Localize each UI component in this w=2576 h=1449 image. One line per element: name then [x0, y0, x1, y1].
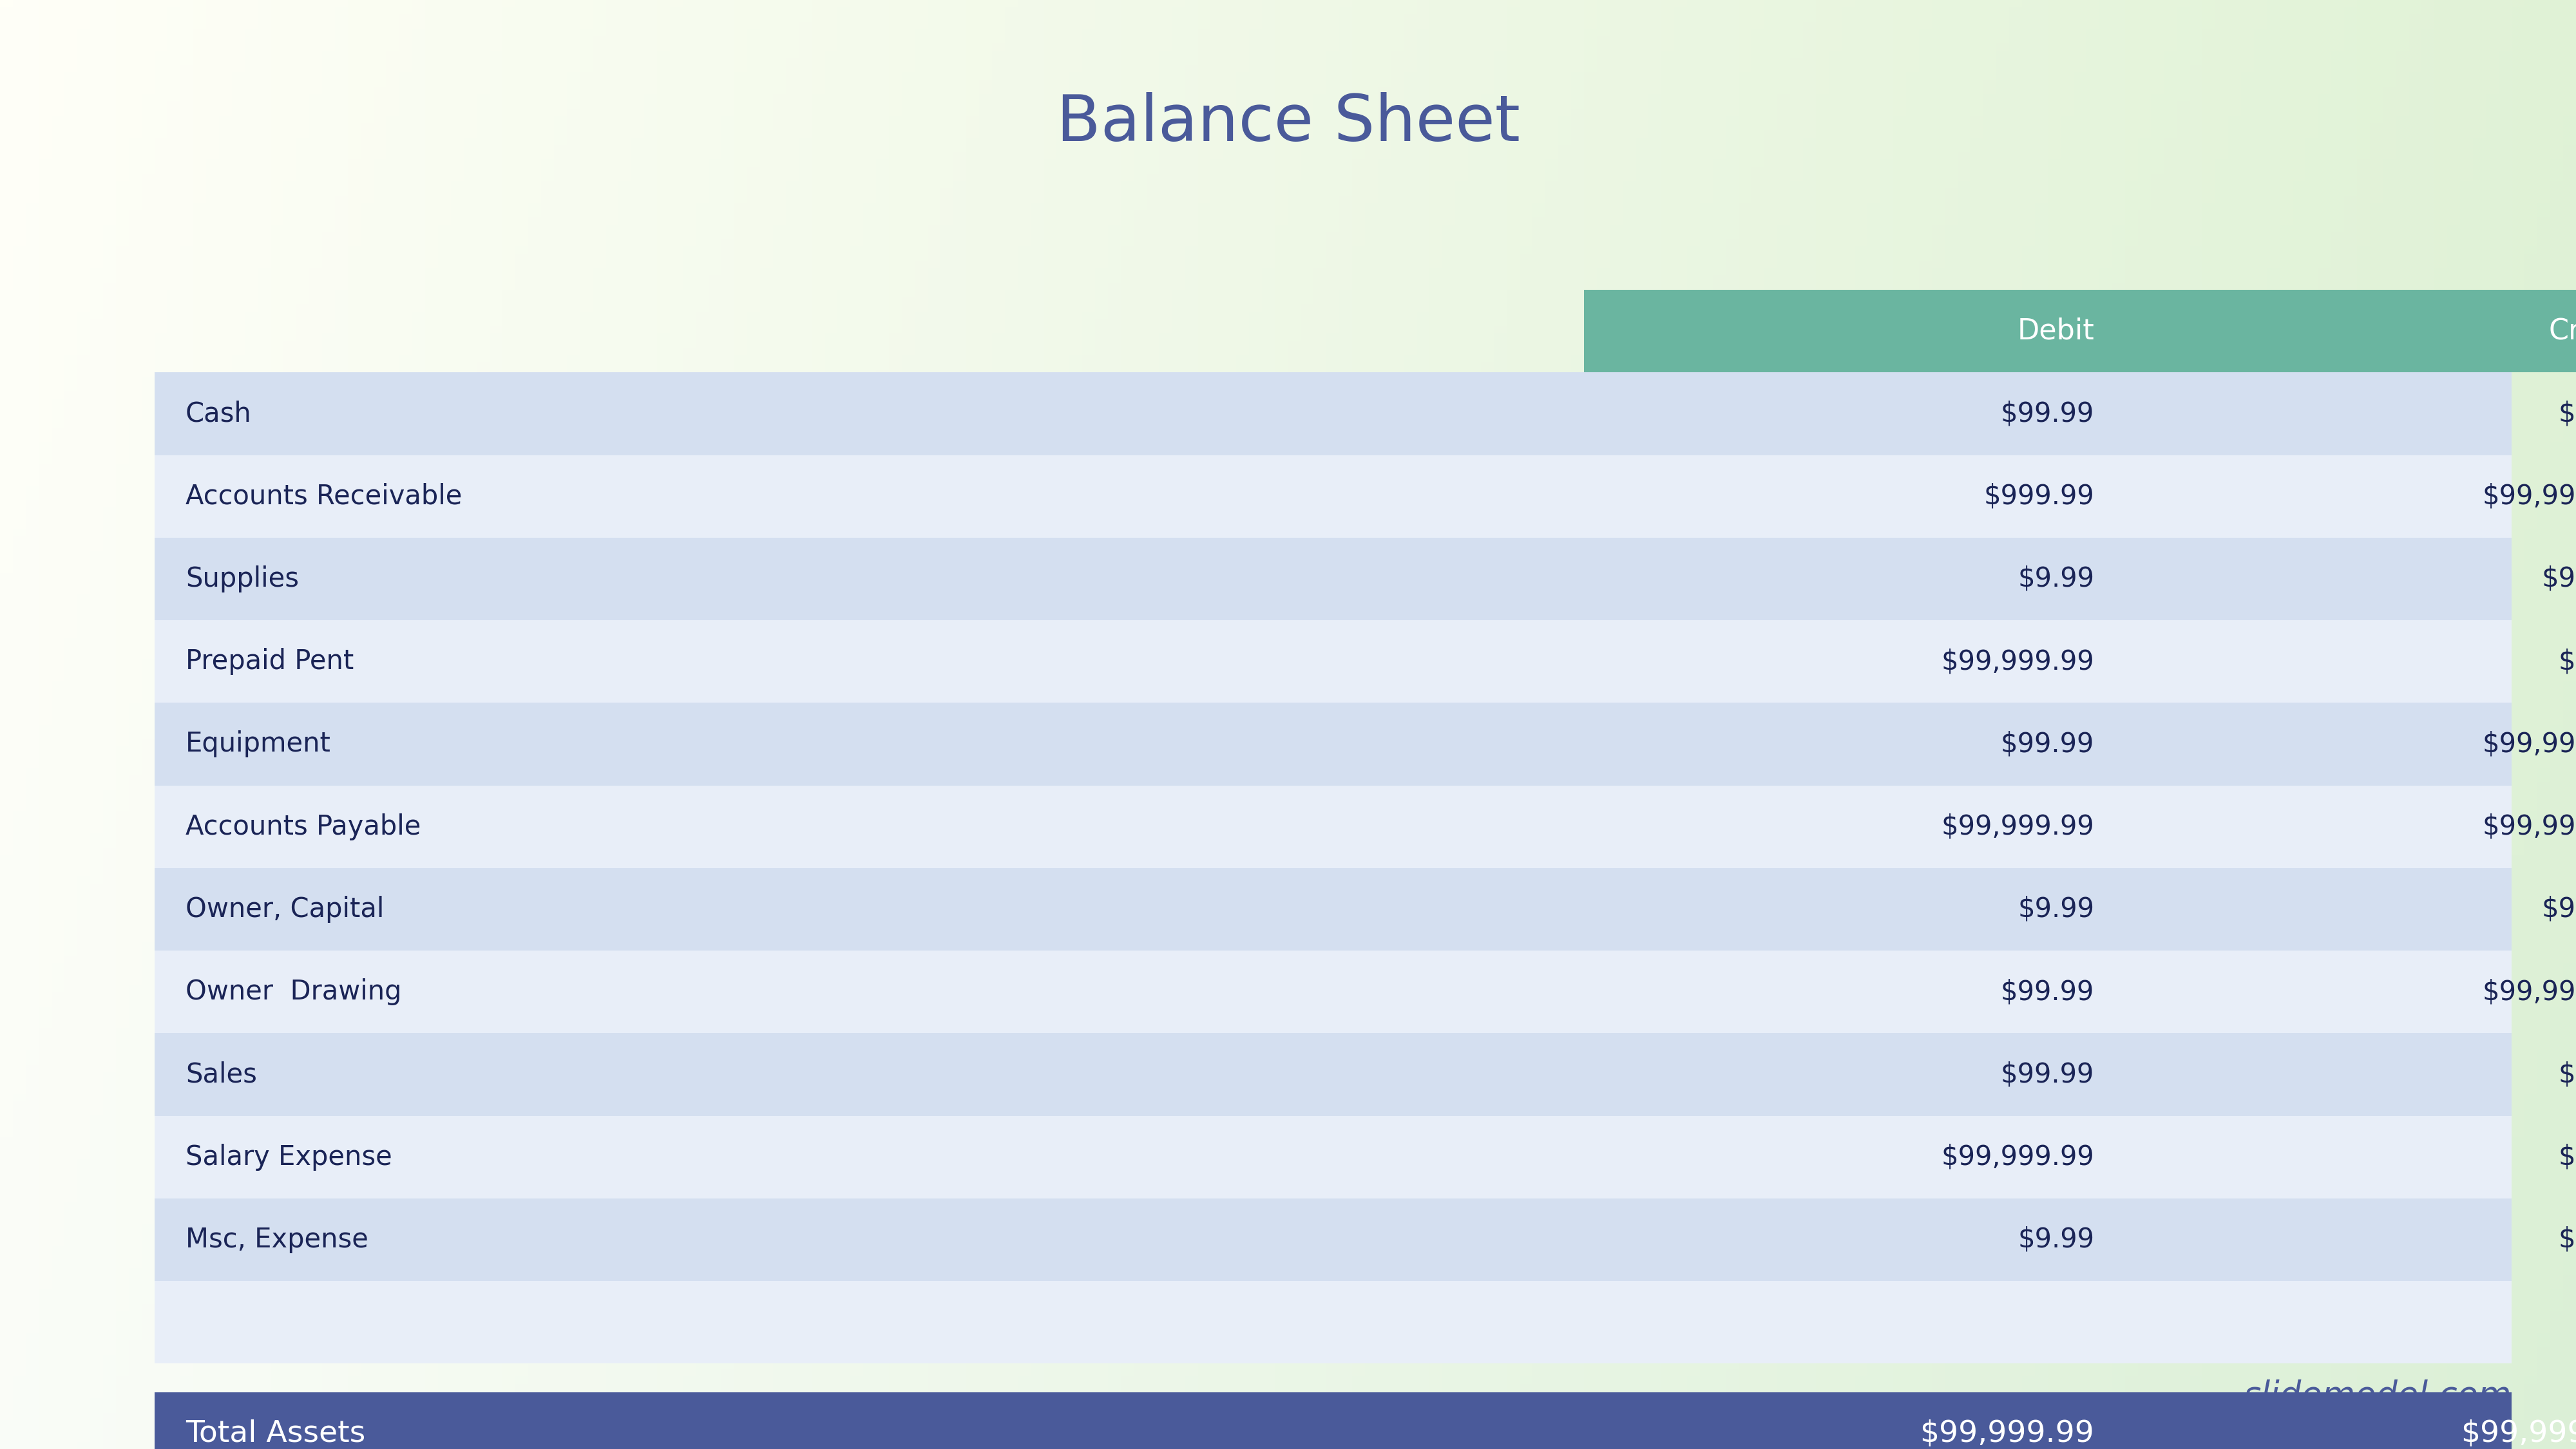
Text: Msc, Expense: Msc, Expense	[185, 1226, 368, 1253]
FancyBboxPatch shape	[155, 1281, 2512, 1364]
FancyBboxPatch shape	[1584, 290, 2125, 372]
Text: $99.99: $99.99	[2002, 978, 2094, 1006]
Text: $99,999.99: $99,999.99	[2483, 978, 2576, 1006]
Text: Owner  Drawing: Owner Drawing	[185, 978, 402, 1006]
Text: Accounts Payable: Accounts Payable	[185, 813, 420, 840]
Text: $9.99: $9.99	[2558, 400, 2576, 427]
FancyBboxPatch shape	[155, 703, 2512, 785]
Text: $999.99: $999.99	[1984, 483, 2094, 510]
Text: Sales: Sales	[185, 1061, 258, 1088]
Text: Equipment: Equipment	[185, 730, 330, 758]
FancyBboxPatch shape	[155, 372, 2512, 455]
Text: slidemodel.com: slidemodel.com	[2244, 1379, 2512, 1413]
Text: Prepaid Pent: Prepaid Pent	[185, 648, 353, 675]
Text: $9.99: $9.99	[2558, 648, 2576, 675]
Text: $99.99: $99.99	[2002, 1061, 2094, 1088]
FancyBboxPatch shape	[155, 785, 2512, 868]
Text: $99,999.99: $99,999.99	[2460, 1419, 2576, 1448]
Text: Total Assets: Total Assets	[185, 1419, 366, 1448]
Text: Cash: Cash	[185, 400, 252, 427]
Text: $99,999.99: $99,999.99	[1919, 1419, 2094, 1448]
Text: Salary Expense: Salary Expense	[185, 1143, 392, 1171]
Text: Balance Sheet: Balance Sheet	[1056, 91, 1520, 155]
Text: $99.99: $99.99	[2002, 400, 2094, 427]
Text: $99,999.99: $99,999.99	[1942, 1143, 2094, 1171]
Text: Credit: Credit	[2548, 317, 2576, 345]
Text: $99.99: $99.99	[2543, 565, 2576, 593]
Text: Supplies: Supplies	[185, 565, 299, 593]
FancyBboxPatch shape	[155, 951, 2512, 1033]
FancyBboxPatch shape	[2125, 290, 2576, 372]
FancyBboxPatch shape	[155, 1033, 2512, 1116]
Text: Debit: Debit	[2017, 317, 2094, 345]
FancyBboxPatch shape	[155, 620, 2512, 703]
Text: $99,999.99: $99,999.99	[2483, 813, 2576, 840]
FancyBboxPatch shape	[155, 868, 2512, 951]
FancyBboxPatch shape	[155, 1198, 2512, 1281]
Text: $9.99: $9.99	[2017, 1226, 2094, 1253]
Text: $99,999.99: $99,999.99	[1942, 648, 2094, 675]
FancyBboxPatch shape	[155, 1392, 2512, 1449]
Text: $99,999.99: $99,999.99	[2483, 730, 2576, 758]
Text: $99,999.99: $99,999.99	[1942, 813, 2094, 840]
Text: Owner, Capital: Owner, Capital	[185, 895, 384, 923]
FancyBboxPatch shape	[155, 538, 2512, 620]
Text: Accounts Receivable: Accounts Receivable	[185, 483, 461, 510]
Text: $99.99: $99.99	[2543, 895, 2576, 923]
Text: $9.99: $9.99	[2558, 1143, 2576, 1171]
FancyBboxPatch shape	[155, 1116, 2512, 1198]
Text: $9.99: $9.99	[2017, 895, 2094, 923]
Text: $9.99: $9.99	[2017, 565, 2094, 593]
Text: $9.99: $9.99	[2558, 1061, 2576, 1088]
FancyBboxPatch shape	[155, 455, 2512, 538]
Text: $9.99: $9.99	[2558, 1226, 2576, 1253]
Text: $99,999.99: $99,999.99	[2483, 483, 2576, 510]
Text: $99.99: $99.99	[2002, 730, 2094, 758]
